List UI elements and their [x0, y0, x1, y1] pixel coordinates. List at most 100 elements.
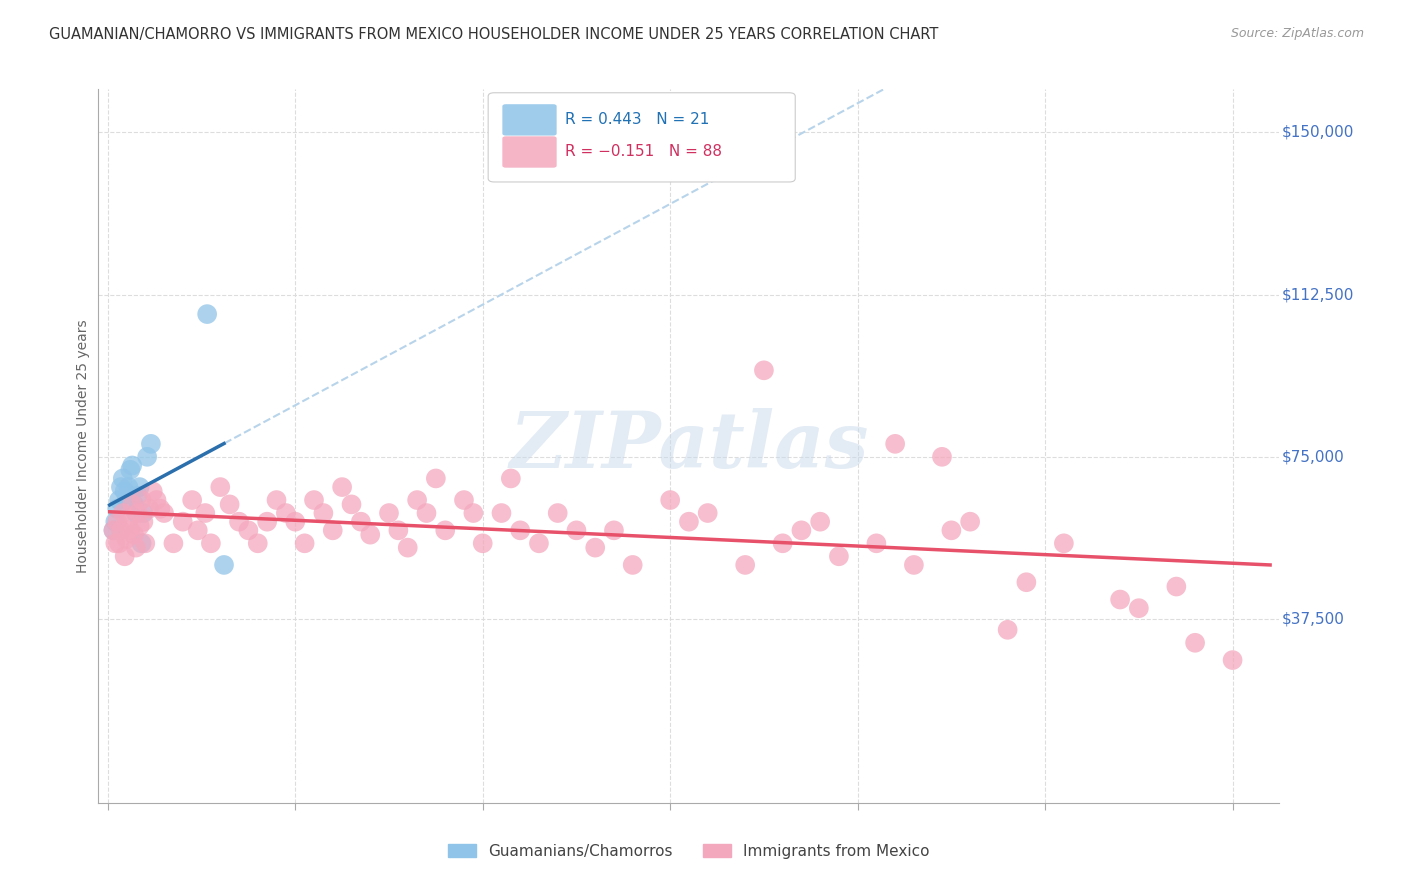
Point [274, 506, 297, 520]
Point [139, 437, 162, 451]
Point [322, 524, 344, 538]
Point [122, 527, 145, 541]
Point [195, 307, 218, 321]
Point [187, 524, 209, 538]
Point [200, 536, 222, 550]
Point [181, 493, 204, 508]
Point [931, 450, 953, 464]
Point [114, 484, 136, 499]
Point [128, 480, 150, 494]
FancyBboxPatch shape [488, 93, 796, 182]
Point [696, 506, 718, 520]
Point [471, 536, 494, 550]
Point [104, 536, 127, 550]
Point [103, 524, 125, 538]
Point [142, 484, 165, 499]
Point [108, 536, 131, 550]
Point [108, 493, 131, 508]
Point [583, 541, 606, 555]
Point [104, 515, 127, 529]
Point [110, 480, 132, 494]
Point [1184, 636, 1206, 650]
Point [453, 493, 475, 508]
Point [103, 524, 125, 538]
Point [105, 515, 128, 529]
Point [734, 558, 756, 572]
FancyBboxPatch shape [502, 104, 557, 136]
Point [350, 515, 373, 529]
Text: $37,500: $37,500 [1282, 612, 1344, 626]
Point [547, 506, 569, 520]
Point [218, 497, 240, 511]
Point [603, 524, 626, 538]
Point [105, 501, 128, 516]
Point [659, 493, 682, 508]
Point [565, 524, 588, 538]
Legend: Guamanians/Chamorros, Immigrants from Mexico: Guamanians/Chamorros, Immigrants from Me… [441, 836, 936, 866]
Point [111, 471, 134, 485]
Point [125, 541, 148, 555]
Point [509, 524, 531, 538]
Point [1222, 653, 1244, 667]
Point [678, 515, 700, 529]
Y-axis label: Householder Income Under 25 years: Householder Income Under 25 years [76, 319, 90, 573]
Point [959, 515, 981, 529]
FancyBboxPatch shape [502, 136, 557, 168]
Point [1166, 580, 1188, 594]
Point [903, 558, 925, 572]
Text: ZIPatlas: ZIPatlas [509, 408, 869, 484]
Point [865, 536, 887, 550]
Point [115, 493, 138, 508]
Point [127, 489, 149, 503]
Point [128, 519, 150, 533]
Point [120, 463, 142, 477]
Point [772, 536, 794, 550]
Point [284, 515, 307, 529]
Point [114, 549, 136, 564]
Point [121, 458, 143, 473]
Point [246, 536, 269, 550]
Text: Source: ZipAtlas.com: Source: ZipAtlas.com [1230, 27, 1364, 40]
Point [238, 524, 260, 538]
Point [131, 536, 153, 550]
Point [162, 536, 184, 550]
Point [527, 536, 550, 550]
Point [941, 524, 963, 538]
Point [131, 493, 153, 508]
Point [808, 515, 831, 529]
Point [122, 497, 145, 511]
Point [491, 506, 513, 520]
Point [125, 506, 148, 520]
Text: $75,000: $75,000 [1282, 450, 1344, 465]
Point [425, 471, 447, 485]
Point [145, 493, 167, 508]
Point [828, 549, 851, 564]
Point [312, 506, 335, 520]
Text: GUAMANIAN/CHAMORRO VS IMMIGRANTS FROM MEXICO HOUSEHOLDER INCOME UNDER 25 YEARS C: GUAMANIAN/CHAMORRO VS IMMIGRANTS FROM ME… [49, 27, 939, 42]
Point [340, 497, 363, 511]
Text: R = 0.443   N = 21: R = 0.443 N = 21 [565, 112, 709, 128]
Point [138, 501, 160, 516]
Point [134, 536, 156, 550]
Point [434, 524, 457, 538]
Point [396, 541, 419, 555]
Point [132, 506, 155, 520]
Point [256, 515, 278, 529]
Point [359, 527, 381, 541]
Point [790, 524, 813, 538]
Point [212, 558, 235, 572]
Point [1053, 536, 1076, 550]
Point [228, 515, 250, 529]
Point [209, 480, 232, 494]
Point [884, 437, 907, 451]
Text: $150,000: $150,000 [1282, 125, 1354, 140]
Point [387, 524, 409, 538]
Point [752, 363, 775, 377]
Point [136, 450, 159, 464]
Point [330, 480, 353, 494]
Point [1109, 592, 1132, 607]
Point [378, 506, 401, 520]
Point [621, 558, 644, 572]
Point [406, 493, 429, 508]
Point [127, 506, 149, 520]
